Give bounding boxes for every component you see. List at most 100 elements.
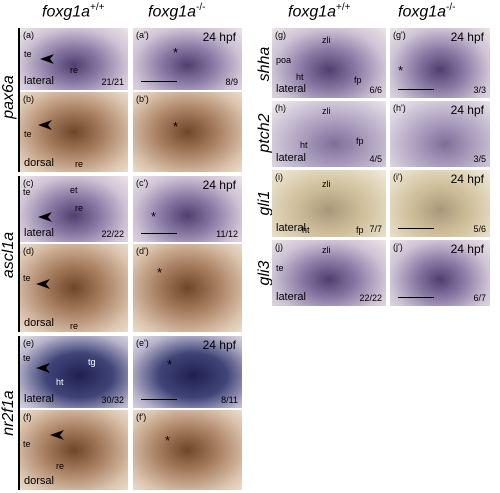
scale-bar xyxy=(141,232,177,234)
count-label: 21/21 xyxy=(101,77,124,87)
image-panel: (j) lateral 22/22 zli te xyxy=(272,240,386,306)
annotation: te xyxy=(23,439,31,449)
gene-name: foxg1a xyxy=(288,3,337,21)
marker: * xyxy=(167,357,173,372)
count-label: 8/9 xyxy=(225,77,238,87)
annotation: re xyxy=(56,461,65,471)
annotation: te xyxy=(24,129,32,139)
annotation: ht xyxy=(302,225,310,235)
count-label: 30/32 xyxy=(101,395,124,405)
view-label: dorsal xyxy=(24,317,54,329)
panel-label: (h) xyxy=(275,103,286,113)
annotation: re xyxy=(75,159,84,169)
annotation: et xyxy=(70,185,78,195)
annotation: te xyxy=(24,49,32,59)
annotation: re xyxy=(70,65,79,75)
image-panel: (g') 24 hpf 3/3 * xyxy=(390,28,490,98)
annotation: fp xyxy=(356,136,364,146)
stage-label: 24 hpf xyxy=(202,30,236,44)
stage-label: 24 hpf xyxy=(450,103,484,117)
panel-label: (a) xyxy=(23,30,34,40)
stage-label: 24 hpf xyxy=(202,178,236,192)
count-label: 7/7 xyxy=(369,224,382,234)
image-panel: (d') * xyxy=(133,244,242,332)
view-label: lateral xyxy=(24,393,54,405)
annotation: te xyxy=(23,273,31,283)
header: foxg1a+/+ xyxy=(288,2,351,21)
count-label: 8/11 xyxy=(221,395,238,405)
image-panel: (c) lateral 22/22 te et re xyxy=(20,176,128,242)
annotation: tg xyxy=(88,357,96,367)
panel-label: (f) xyxy=(23,412,32,422)
marker: * xyxy=(173,45,179,60)
view-label: lateral xyxy=(276,222,306,234)
image-panel: (e') 24 hpf 8/11 * xyxy=(133,336,242,408)
image-panel: (i) lateral 7/7 zli ht fp xyxy=(272,170,386,237)
panel-label: (c) xyxy=(23,178,34,188)
arrowhead xyxy=(36,363,50,373)
arrowhead xyxy=(50,430,64,440)
image-panel: (b) dorsal te re xyxy=(20,92,128,172)
header: foxg1a-/- xyxy=(398,2,456,21)
arrowhead xyxy=(38,120,52,130)
panel-label: (e') xyxy=(136,338,149,348)
annotation: fp xyxy=(356,225,364,235)
panel-label: (g) xyxy=(275,30,286,40)
marker: * xyxy=(173,119,179,134)
genotype: -/- xyxy=(446,2,456,13)
marker: * xyxy=(165,433,171,448)
view-label: dorsal xyxy=(24,475,54,487)
view-label: lateral xyxy=(24,227,54,239)
scale-bar xyxy=(141,398,177,400)
image-panel: (c') 24 hpf 11/12 * xyxy=(133,176,242,242)
arrowhead xyxy=(36,279,50,289)
stage-label: 24 hpf xyxy=(202,338,236,352)
annotation: zli xyxy=(322,35,331,45)
image-panel: (d) dorsal te re xyxy=(20,244,128,332)
image-panel: (i') 24 hpf 5/6 xyxy=(390,170,490,237)
divider xyxy=(18,28,20,172)
panel-label: (i) xyxy=(275,172,283,182)
divider xyxy=(18,336,20,490)
image-panel: (j') 24 hpf 6/7 xyxy=(390,240,490,306)
stage-label: 24 hpf xyxy=(450,30,484,44)
genotype: -/- xyxy=(196,2,206,13)
count-label: 6/6 xyxy=(369,85,382,95)
panel-label: (i') xyxy=(393,172,403,182)
genotype: +/+ xyxy=(90,2,105,13)
image-panel: (h') 24 hpf 3/5 xyxy=(390,101,490,167)
scale-bar xyxy=(141,80,177,82)
annotation: re xyxy=(75,203,84,213)
annotation: zli xyxy=(322,179,331,189)
marker: * xyxy=(398,63,404,78)
gene-name: foxg1a xyxy=(148,3,197,21)
annotation: re xyxy=(70,321,79,331)
view-label: dorsal xyxy=(24,157,54,169)
stage-label: 24 hpf xyxy=(450,172,484,186)
panel-label: (j) xyxy=(275,242,283,252)
annotation: zli xyxy=(322,106,331,116)
count-label: 4/5 xyxy=(369,154,382,164)
gene-label: nr2f1a xyxy=(0,390,17,436)
gene-label: pax6a xyxy=(0,75,17,119)
panel-label: (b') xyxy=(136,94,149,104)
stage-label: 24 hpf xyxy=(450,242,484,256)
scale-bar xyxy=(398,296,434,298)
marker: * xyxy=(151,209,157,224)
annotation: ht xyxy=(296,72,304,82)
marker: * xyxy=(157,265,163,280)
view-label: lateral xyxy=(276,291,306,303)
annotation: poa xyxy=(276,55,292,65)
gene-label: ascl1a xyxy=(0,231,17,279)
annotation: te xyxy=(276,263,284,273)
image-panel: (a) lateral 21/21 te re xyxy=(20,28,128,90)
panel-label: (d) xyxy=(23,246,34,256)
panel-label: (a') xyxy=(136,30,149,40)
view-label: lateral xyxy=(24,75,54,87)
panel-label: (e) xyxy=(23,338,34,348)
count-label: 3/5 xyxy=(473,154,486,164)
panel-label: (d') xyxy=(136,246,149,256)
count-label: 6/7 xyxy=(473,293,486,303)
annotation: te xyxy=(23,187,31,197)
